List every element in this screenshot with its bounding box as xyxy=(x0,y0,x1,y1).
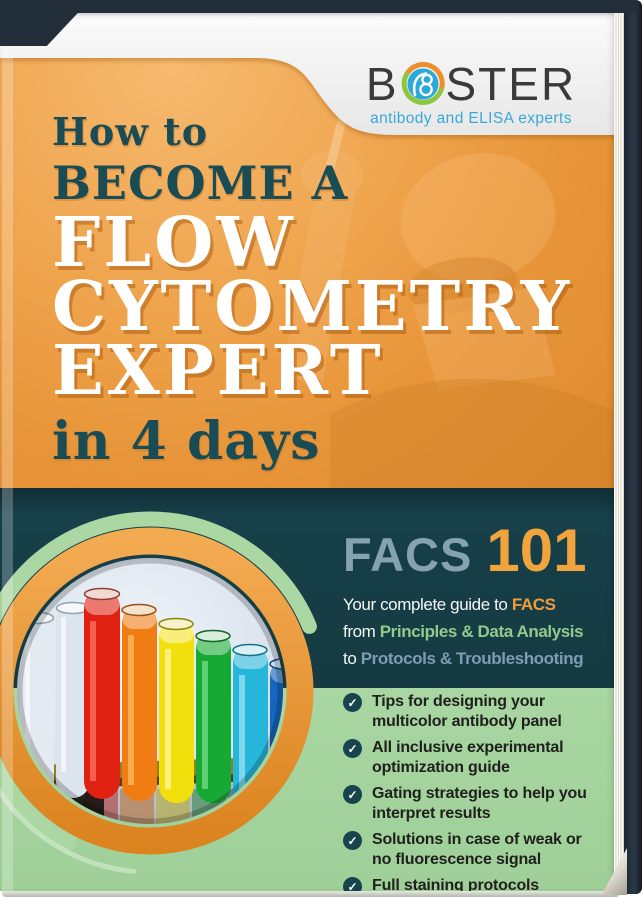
list-item: ✓ Solutions in case of weak or no fluore… xyxy=(343,830,597,870)
check-icon: ✓ xyxy=(343,693,362,712)
list-item: ✓ Gating strategies to help you interpre… xyxy=(343,784,597,824)
check-icon: ✓ xyxy=(343,831,362,850)
orange-ring xyxy=(0,527,314,855)
logo-ring-green xyxy=(401,72,443,105)
tube-yellow xyxy=(158,617,194,803)
list-item: ✓ Tips for designing your multicolor ant… xyxy=(343,692,597,732)
logo-swirl xyxy=(412,72,427,97)
title-cytometry: CYTOMETRY xyxy=(52,267,573,347)
top-cover-edge xyxy=(0,0,638,13)
check-icon: ✓ xyxy=(343,785,362,804)
title-in-4-days: in 4 days xyxy=(52,411,321,472)
guide-line-1-plain: Your complete guide to xyxy=(343,595,508,614)
guide-line-2-em: Principles & Data Analysis xyxy=(379,622,584,641)
green-swirl xyxy=(0,511,330,871)
list-item-text: Tips for designing your multicolor antib… xyxy=(372,693,562,730)
list-item-text: All inclusive experimental optimization … xyxy=(372,739,564,776)
page-edges xyxy=(614,8,624,890)
list-item: ✓ All inclusive experimental optimizatio… xyxy=(343,738,597,778)
title-block: How to BECOME A FLOW CYTOMETRY EXPERT in… xyxy=(52,109,572,477)
list-item-text: Gating strategies to help you interpret … xyxy=(372,785,587,822)
brand-letters-ster: STER xyxy=(445,58,577,110)
boster-o-icon xyxy=(401,62,445,105)
tube-clear-2 xyxy=(55,601,91,798)
tubes xyxy=(19,587,283,803)
guide-text: Your complete guide to FACS from Princip… xyxy=(343,591,584,672)
feature-list: ✓ Tips for designing your multicolor ant… xyxy=(343,692,597,891)
scientist-shoulder xyxy=(330,378,617,488)
brand-logo: B STER antibody and ELISA experts xyxy=(356,61,586,128)
guide-line-3-plain: to xyxy=(343,649,357,668)
logo-b-loop-bottom xyxy=(418,82,433,97)
test-tubes-artwork xyxy=(0,507,334,875)
scientist-photo xyxy=(282,103,617,488)
list-item: ✓ Full staining protocols xyxy=(343,876,597,891)
bottom-page-edge xyxy=(2,891,620,897)
guide-line-3-em: Protocols & Troubleshooting xyxy=(360,649,584,668)
brand-tagline: antibody and ELISA experts xyxy=(370,110,572,127)
list-item-text: Solutions in case of weak or no fluoresc… xyxy=(372,831,582,868)
facs-101-badge: FACS 101 xyxy=(343,516,586,585)
title-expert: EXPERT xyxy=(52,331,384,411)
guide-line-3: to Protocols & Troubleshooting xyxy=(343,645,584,672)
front-cover: B STER antibody and ELISA experts How to… xyxy=(0,13,617,891)
tube-cyan xyxy=(232,643,268,803)
scientist-goggles xyxy=(407,257,517,313)
tube-orange xyxy=(121,603,157,801)
guide-line-1: Your complete guide to FACS xyxy=(343,591,583,618)
scientist-mask xyxy=(413,288,556,389)
scientist-hand xyxy=(301,150,363,200)
tube-red xyxy=(83,587,121,799)
list-item-text: Full staining protocols xyxy=(372,877,539,891)
back-cover-edge xyxy=(624,0,642,894)
check-icon: ✓ xyxy=(343,739,362,758)
brand-letter-b: B xyxy=(365,58,399,110)
header-shape xyxy=(0,13,617,135)
test-tubes-photo xyxy=(17,558,283,824)
check-icon: ✓ xyxy=(343,877,362,891)
photo-inner-shadow xyxy=(17,558,283,824)
title-become-a: BECOME A xyxy=(52,156,349,210)
guide-line-2-plain: from xyxy=(343,622,376,641)
title-flow: FLOW xyxy=(52,203,296,283)
scientist-cap xyxy=(400,153,556,283)
facs-label: FACS xyxy=(343,528,473,581)
header-band xyxy=(0,13,617,135)
brand-wordmark: B STER xyxy=(356,61,586,107)
guide-line-1-em: FACS xyxy=(511,595,556,614)
facs-number: 101 xyxy=(486,517,587,584)
guide-line-2: from Principles & Data Analysis xyxy=(343,618,584,645)
title-how-to: How to xyxy=(52,109,209,154)
tube-green xyxy=(195,629,231,803)
swirl-highlight xyxy=(0,507,334,875)
scientist-arm xyxy=(282,178,356,387)
logo-ring-orange xyxy=(403,62,445,93)
